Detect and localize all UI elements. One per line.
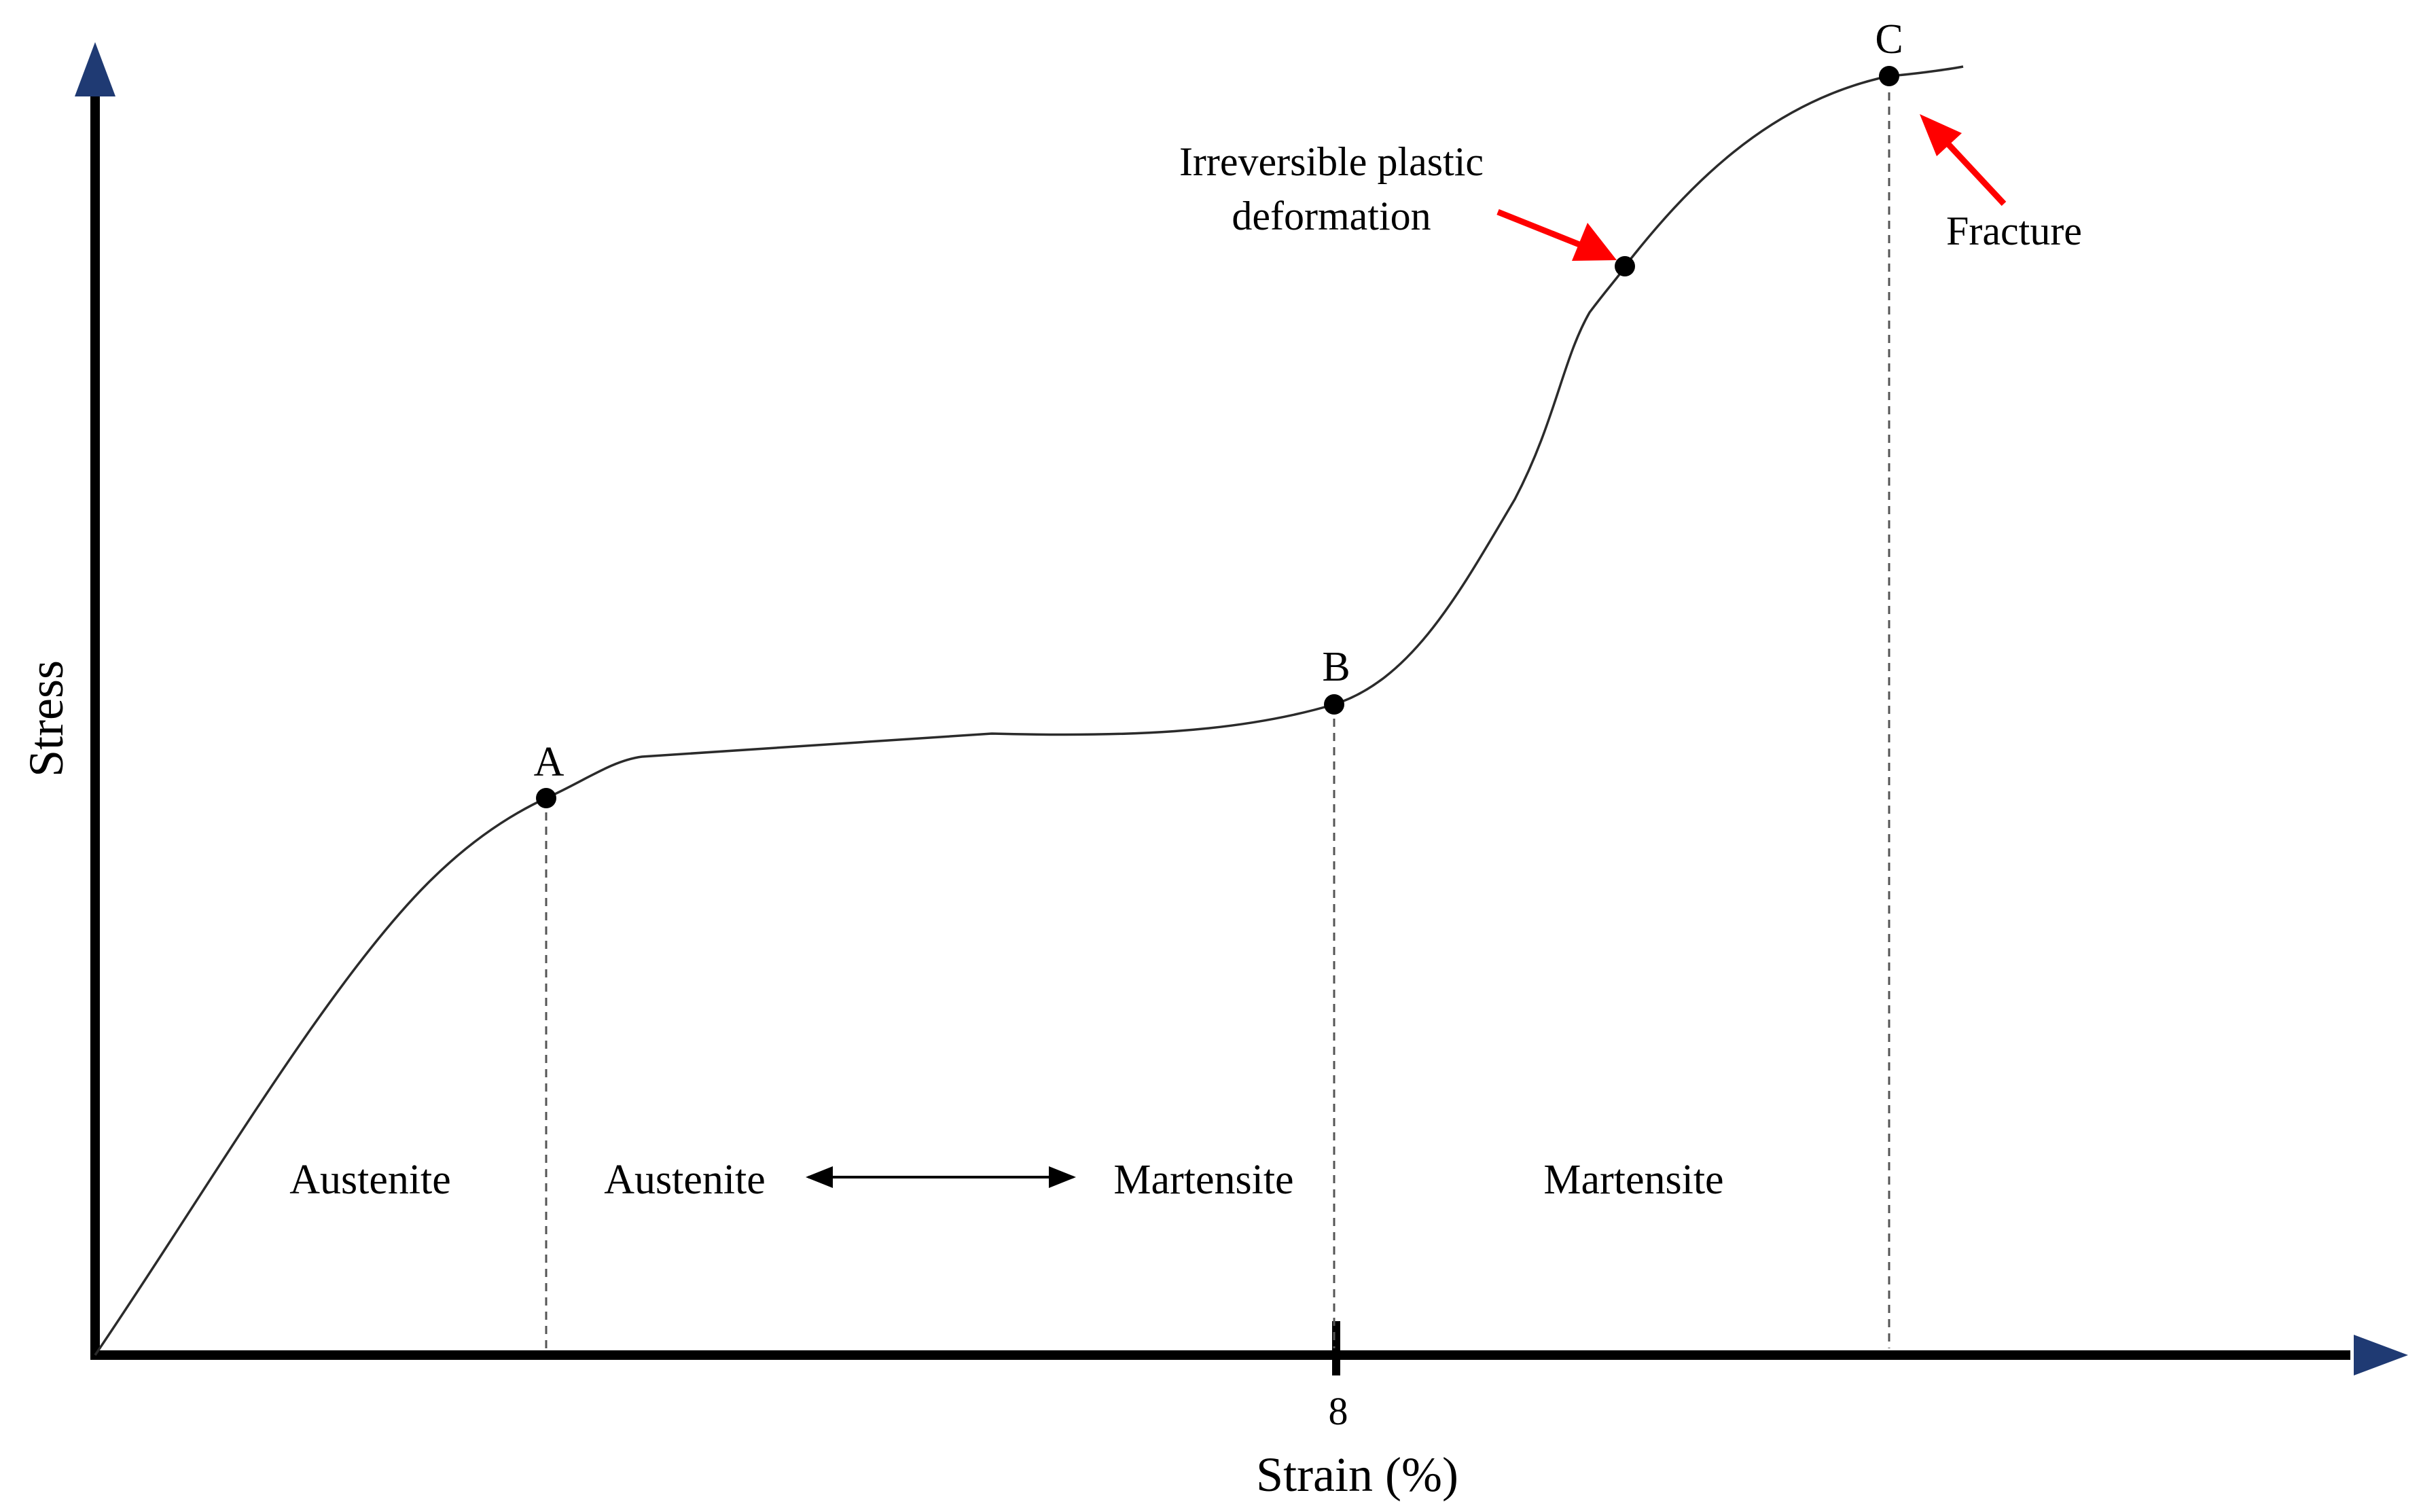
point-c-marker [1879, 66, 1899, 86]
point-b-label: B [1322, 644, 1350, 690]
fracture-label: Fracture [1946, 209, 2082, 253]
x-axis-arrowhead [2354, 1335, 2408, 1375]
point-c-label: C [1875, 16, 1903, 62]
point-a-marker [536, 788, 556, 808]
x-axis-tick-label: 8 [1329, 1389, 1348, 1433]
region-austenite-label: Austenite [289, 1157, 451, 1203]
plastic-deformation-label-line2: deformation [1232, 194, 1431, 238]
region-transition-start-label: Austenite [604, 1157, 766, 1203]
plastic-deformation-arrow-shaft [1496, 209, 1584, 249]
point-b-marker [1324, 694, 1344, 715]
x-axis-title: Strain (%) [1256, 1447, 1458, 1502]
fracture-arrow-shaft [1944, 140, 2007, 206]
y-axis-title: Stress [19, 660, 73, 777]
region-martensite-label: Martensite [1543, 1157, 1723, 1203]
point-a-label: A [534, 739, 564, 785]
plastic-deformation-marker [1615, 256, 1635, 276]
region-transition-end-label: Martensite [1113, 1157, 1293, 1203]
plastic-deformation-label-line1: Irreversible plastic [1179, 139, 1484, 184]
plastic-deformation-arrowhead [1572, 223, 1617, 261]
fracture-arrowhead [1920, 114, 1962, 156]
y-axis-arrowhead [75, 42, 115, 96]
